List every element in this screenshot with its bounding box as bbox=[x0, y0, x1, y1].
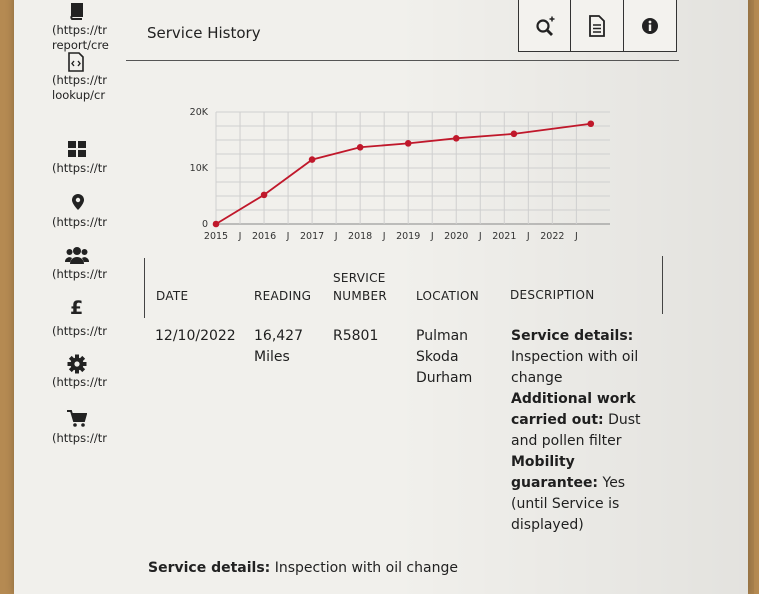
x-tick-label: 2020 bbox=[444, 231, 468, 242]
desc-service-label: Service details: bbox=[511, 328, 634, 344]
data-point bbox=[510, 130, 518, 138]
zoom-button[interactable] bbox=[518, 0, 571, 52]
x-tick-label: 2017 bbox=[300, 231, 324, 242]
data-point bbox=[587, 120, 595, 128]
data-point bbox=[356, 143, 364, 151]
x-tick-label: J bbox=[382, 231, 386, 242]
sidebar-item-shop[interactable]: (https://tr bbox=[52, 410, 132, 446]
cell-description: Service details: Inspection with oil cha… bbox=[511, 326, 651, 536]
x-tick-label: J bbox=[334, 231, 338, 242]
column-header-description[interactable]: DESCRIPTION bbox=[510, 288, 595, 302]
map-pin-icon bbox=[72, 194, 132, 212]
cell-service-number: R5801 bbox=[333, 328, 379, 344]
x-tick-label: 2022 bbox=[540, 231, 564, 242]
sidebar-item-location[interactable]: (https://tr bbox=[52, 194, 132, 230]
cell-date: 12/10/2022 bbox=[155, 328, 236, 344]
document-button[interactable] bbox=[571, 0, 624, 52]
x-tick-label: 2019 bbox=[396, 231, 420, 242]
data-point bbox=[212, 220, 220, 228]
users-icon bbox=[65, 246, 132, 264]
zoom-plus-icon bbox=[535, 16, 554, 36]
cell-location: Pulman Skoda Durham bbox=[416, 328, 473, 386]
desc-additional-value: Dust and pollen filter bbox=[511, 412, 641, 449]
sidebar-item-label: (https://tr bbox=[52, 375, 107, 389]
sidebar-item-lookup[interactable]: (https://tr lookup/cr bbox=[52, 52, 132, 103]
document-icon bbox=[589, 14, 605, 37]
sidebar-item-label: (https://tr bbox=[52, 215, 107, 229]
gear-icon bbox=[67, 354, 132, 374]
sidebar-item-settings[interactable]: (https://tr bbox=[52, 354, 132, 390]
cart-icon bbox=[67, 410, 132, 428]
book-icon bbox=[67, 2, 132, 20]
next-row-label: Service details: bbox=[148, 560, 271, 576]
y-tick-label: 0 bbox=[202, 219, 208, 230]
desc-additional-label: Additional work carried out: bbox=[511, 391, 636, 428]
chart-y-axis: 0 10K 20K bbox=[190, 107, 209, 230]
x-tick-label: J bbox=[574, 231, 578, 242]
x-tick-label: J bbox=[526, 231, 530, 242]
desc-mobility-label: Mobility guarantee: bbox=[511, 454, 599, 491]
chart-x-axis: 2015 J 2016 J 2017 J 2018 J 2019 J 2020 J 2021 J 2022 J bbox=[204, 231, 578, 242]
data-point bbox=[308, 156, 316, 163]
x-tick-label: J bbox=[238, 231, 242, 242]
sidebar-item-users[interactable]: (https://tr bbox=[52, 246, 132, 282]
toolbar bbox=[518, 0, 679, 52]
pound-icon: £ bbox=[70, 297, 84, 319]
series-line bbox=[215, 122, 591, 225]
chart-series bbox=[212, 120, 595, 228]
column-header-service-number[interactable]: SERVICE NUMBER bbox=[333, 271, 388, 303]
y-tick-label: 20K bbox=[190, 107, 209, 118]
sidebar-item-label: (https://tr bbox=[52, 431, 107, 445]
header-divider bbox=[126, 60, 679, 61]
x-tick-label: J bbox=[430, 231, 434, 242]
sidebar-item-report[interactable]: (https://tr report/cre bbox=[52, 2, 132, 53]
grid-icon bbox=[67, 140, 132, 158]
sidebar-item-label: (https://tr bbox=[52, 267, 107, 281]
column-header-date[interactable]: DATE bbox=[156, 289, 189, 303]
table-left-border bbox=[144, 258, 145, 318]
y-tick-label: 10K bbox=[190, 163, 209, 174]
chart-grid bbox=[215, 111, 610, 225]
sidebar-item-finance[interactable]: £ (https://tr bbox=[52, 299, 132, 339]
column-header-location[interactable]: LOCATION bbox=[416, 289, 480, 303]
sidebar-item-dashboard[interactable]: (https://tr bbox=[52, 140, 132, 176]
sidebar-item-label: (https://tr report/cre bbox=[52, 23, 109, 52]
x-tick-label: 2021 bbox=[492, 231, 516, 242]
column-header-reading[interactable]: READING bbox=[254, 289, 312, 303]
x-tick-label: J bbox=[286, 231, 290, 242]
paper-page bbox=[14, 0, 754, 594]
data-point bbox=[452, 135, 460, 142]
x-tick-label: J bbox=[478, 231, 482, 242]
sidebar-item-label: (https://tr bbox=[52, 324, 107, 338]
info-icon bbox=[642, 17, 658, 34]
next-row-value: Inspection with oil change bbox=[274, 560, 458, 576]
next-row-preview: Service details: Inspection with oil cha… bbox=[148, 560, 458, 576]
code-file-icon bbox=[67, 52, 132, 72]
data-point bbox=[404, 140, 412, 147]
desc-mobility-value: Yes (until Service is displayed) bbox=[511, 475, 626, 533]
x-tick-label: 2016 bbox=[252, 231, 276, 242]
sidebar-item-label: (https://tr lookup/cr bbox=[52, 73, 107, 102]
desc-service-value: Inspection with oil change bbox=[511, 349, 639, 386]
x-tick-label: 2018 bbox=[348, 231, 372, 242]
cell-reading: 16,427 Miles bbox=[254, 328, 303, 365]
info-button[interactable] bbox=[624, 0, 677, 52]
page-title: Service History bbox=[147, 24, 261, 42]
table-right-border bbox=[662, 256, 663, 314]
data-point bbox=[260, 191, 268, 199]
sidebar-item-label: (https://tr bbox=[52, 161, 107, 175]
x-tick-label: 2015 bbox=[204, 231, 228, 242]
